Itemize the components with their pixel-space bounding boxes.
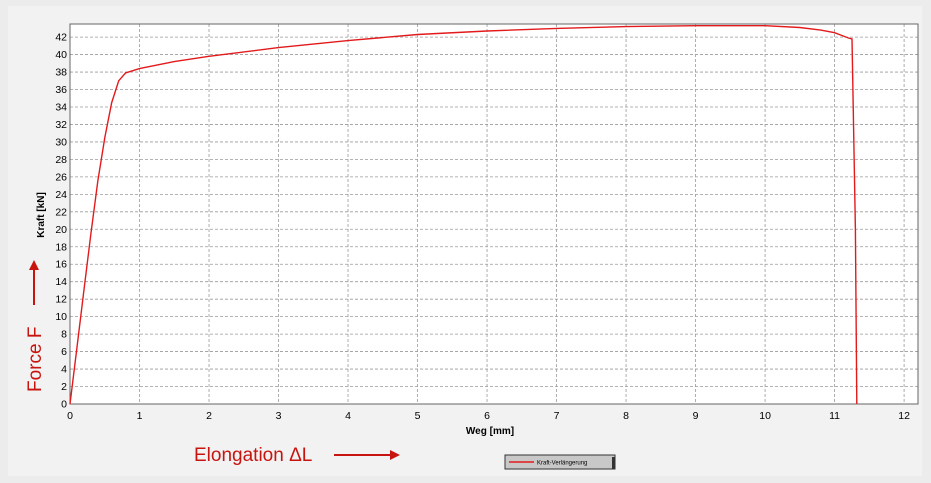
y-tick-label: 42 [55, 32, 67, 44]
series-line [69, 25, 858, 405]
y-tick-label: 34 [55, 101, 67, 113]
plot-area [70, 24, 918, 404]
y-tick-label: 22 [55, 206, 67, 218]
x-tick-label: 12 [898, 410, 910, 422]
x-tick-label: 4 [345, 410, 351, 422]
x-tick-label: 6 [484, 410, 490, 422]
x-tick-label: 2 [206, 410, 212, 422]
y-tick-label: 38 [55, 67, 67, 79]
x-tick-label: 0 [67, 410, 73, 422]
y-tick-label: 16 [55, 259, 67, 271]
y-tick-label: 36 [55, 84, 67, 96]
y-tick-label: 10 [55, 311, 67, 323]
grid [70, 24, 918, 404]
y-axis-label: Kraft [kN] [36, 192, 47, 238]
tick-labels: 0 1 2 3 4 5 6 7 8 9 10 11 12024681012141618202224262… [55, 32, 910, 422]
y-tick-label: 28 [55, 154, 67, 166]
legend-label: Kraft-Verlängerung [537, 461, 587, 467]
legend: Kraft-Verlängerung [504, 454, 616, 470]
y-tick-label: 30 [55, 136, 67, 148]
y-tick-label: 26 [55, 171, 67, 183]
force-arrow [29, 260, 39, 305]
x-tick-label: 3 [276, 410, 282, 422]
force-annotation: Force F [25, 327, 46, 392]
y-tick-label: 18 [55, 241, 67, 253]
y-tick-label: 40 [55, 49, 67, 61]
x-tick-label: 5 [415, 410, 421, 422]
x-axis-label: Weg [mm] [466, 426, 514, 437]
plot-frame [69, 23, 919, 405]
y-tick-label: 4 [61, 364, 67, 376]
x-tick-label: 10 [759, 410, 771, 422]
x-tick-label: 7 [554, 410, 560, 422]
x-tick-label: 1 [137, 410, 143, 422]
y-tick-label: 12 [55, 294, 67, 306]
y-tick-label: 8 [61, 329, 67, 341]
elongation-arrow [334, 450, 400, 460]
y-tick-label: 2 [61, 381, 67, 393]
x-tick-label: 8 [623, 410, 629, 422]
y-tick-label: 32 [55, 119, 67, 131]
y-tick-label: 24 [55, 189, 67, 201]
elongation-annotation: Elongation ΔL [194, 445, 312, 466]
x-tick-label: 11 [829, 410, 840, 422]
y-tick-label: 6 [61, 346, 67, 358]
y-tick-label: 20 [55, 224, 67, 236]
y-tick-label: 14 [55, 276, 67, 288]
y-tick-label: 0 [61, 399, 67, 411]
x-tick-label: 9 [693, 410, 699, 422]
legend-box-edge [612, 457, 615, 469]
